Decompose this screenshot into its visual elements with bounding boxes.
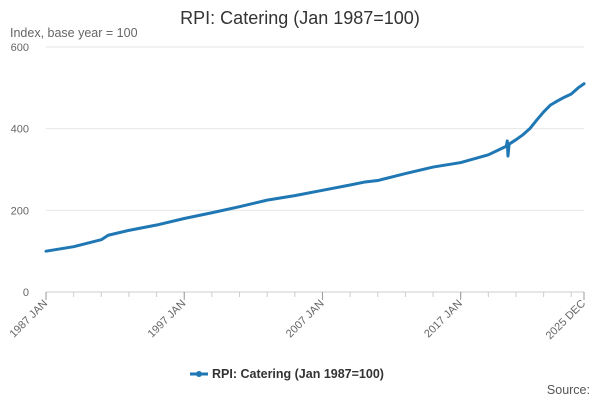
- x-tick-label-0: 1987 JAN: [7, 298, 50, 341]
- y-tick-label-0: 0: [23, 287, 29, 299]
- x-tick-label-4: 2025 DEC: [544, 298, 588, 342]
- grid-lines: [46, 46, 584, 211]
- x-tick-label-2: 2007 JAN: [284, 298, 327, 341]
- legend-label: RPI: Catering (Jan 1987=100): [212, 367, 384, 381]
- chart-title: RPI: Catering (Jan 1987=100): [180, 8, 420, 28]
- y-tick-label-600: 600: [11, 42, 29, 54]
- source-label: Source:: [547, 383, 590, 397]
- chart-subtitle: Index, base year = 100: [10, 26, 138, 40]
- series-layer: [44, 82, 586, 253]
- x-tick-label-1: 1997 JAN: [146, 298, 189, 341]
- series-line-0: [44, 82, 586, 253]
- y-tick-label-200: 200: [11, 205, 29, 217]
- x-axis: 1987 JAN 1997 JAN 2007 JAN 2017 JAN 2025 DEC: [7, 291, 588, 342]
- legend-swatch-marker: [196, 371, 202, 377]
- y-axis-tick-labels: 0 200 400 600: [11, 42, 29, 299]
- x-tick-label-3: 2017 JAN: [422, 298, 465, 341]
- y-tick-label-400: 400: [11, 124, 29, 136]
- legend: RPI: Catering (Jan 1987=100): [190, 367, 384, 381]
